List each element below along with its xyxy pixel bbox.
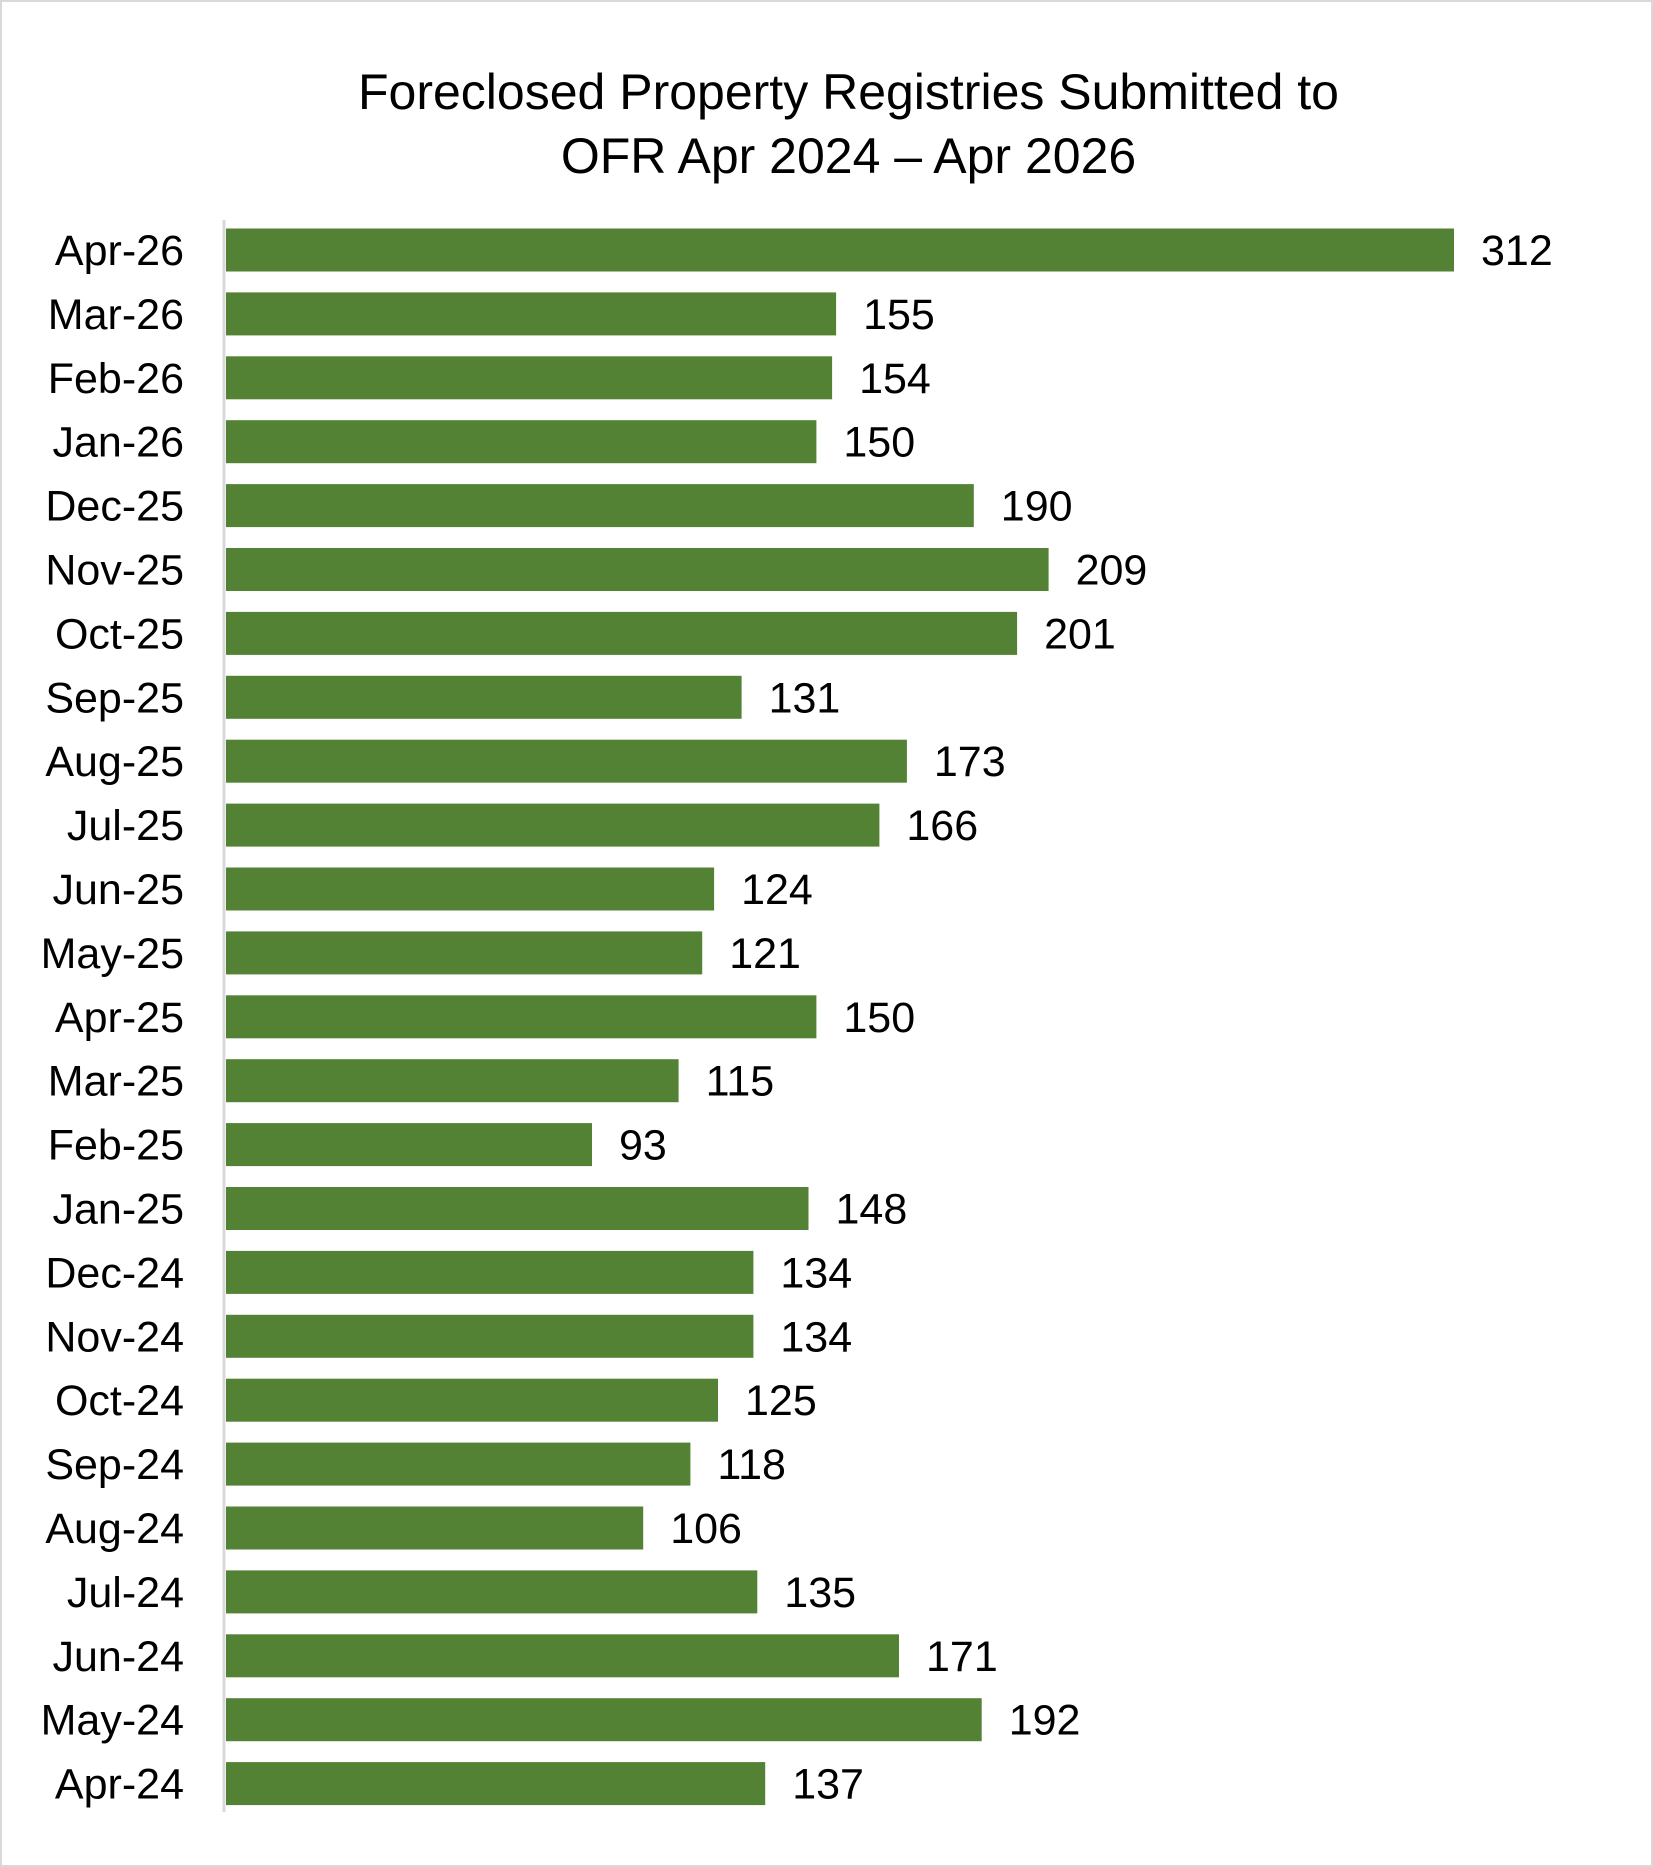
bar-dec-25 xyxy=(226,484,974,528)
data-label: 201 xyxy=(1044,610,1116,658)
data-label: 154 xyxy=(859,355,931,403)
bar-feb-26 xyxy=(226,356,833,400)
data-label: 209 xyxy=(1076,547,1148,595)
category-label: Jun-25 xyxy=(53,866,184,914)
category-label: Jan-26 xyxy=(53,419,184,467)
category-label: Nov-24 xyxy=(45,1313,184,1361)
data-label: 171 xyxy=(926,1633,998,1681)
category-label: Apr-26 xyxy=(55,227,184,275)
bar-may-24 xyxy=(226,1698,982,1742)
category-label: Feb-26 xyxy=(48,355,184,403)
category-label: Dec-24 xyxy=(45,1249,184,1297)
data-label: 134 xyxy=(780,1249,852,1297)
category-label: Oct-25 xyxy=(55,610,184,658)
data-label: 173 xyxy=(934,738,1006,786)
bar-jan-26 xyxy=(226,420,817,464)
data-label: 190 xyxy=(1001,483,1073,531)
category-label: Mar-26 xyxy=(48,291,184,339)
data-label: 312 xyxy=(1481,227,1553,275)
category-label: May-25 xyxy=(41,930,184,978)
bar-nov-24 xyxy=(226,1314,754,1358)
data-label: 150 xyxy=(843,994,915,1042)
data-label: 121 xyxy=(729,930,801,978)
bar-apr-24 xyxy=(226,1762,766,1806)
chart-title: Foreclosed Property Registries Submitted… xyxy=(2,60,1653,188)
category-label: Apr-24 xyxy=(55,1761,184,1809)
category-label: Sep-25 xyxy=(45,674,184,722)
category-label: May-24 xyxy=(41,1697,184,1745)
category-label: Jul-24 xyxy=(67,1569,184,1617)
bar-nov-25 xyxy=(226,548,1049,591)
bar-aug-24 xyxy=(226,1506,644,1550)
category-label: Mar-25 xyxy=(48,1058,184,1106)
category-label: Aug-25 xyxy=(45,738,184,786)
data-label: 118 xyxy=(717,1441,786,1489)
category-label: Apr-25 xyxy=(55,994,184,1042)
data-label: 166 xyxy=(906,802,978,850)
bar-jan-25 xyxy=(226,1187,809,1230)
category-label: Jun-24 xyxy=(53,1633,184,1681)
data-label: 150 xyxy=(843,419,915,467)
bar-aug-25 xyxy=(226,739,907,783)
data-label: 148 xyxy=(836,1186,908,1234)
bar-dec-24 xyxy=(226,1250,754,1294)
category-label: Nov-25 xyxy=(45,547,184,595)
category-label: Feb-25 xyxy=(48,1122,184,1170)
bar-jul-24 xyxy=(226,1570,758,1614)
data-label: 131 xyxy=(769,674,841,722)
bar-apr-25 xyxy=(226,995,817,1039)
data-label: 134 xyxy=(780,1313,852,1361)
bar-mar-26 xyxy=(226,292,837,336)
category-label: Sep-24 xyxy=(45,1441,184,1489)
bar-sep-25 xyxy=(226,675,742,719)
data-label: 155 xyxy=(863,291,935,339)
bar-apr-26 xyxy=(226,228,1454,272)
chart-title-line-2: OFR Apr 2024 – Apr 2026 xyxy=(560,128,1137,184)
bar-jun-25 xyxy=(226,867,715,911)
data-label: 115 xyxy=(706,1058,775,1106)
category-label: Oct-24 xyxy=(55,1377,184,1425)
chart-title-line-1: Foreclosed Property Registries Submitted… xyxy=(358,64,1339,120)
bar-jul-25 xyxy=(226,803,880,847)
category-label: Dec-25 xyxy=(45,483,184,531)
category-label: Aug-24 xyxy=(45,1505,184,1553)
data-label: 192 xyxy=(1009,1697,1081,1745)
bar-oct-25 xyxy=(226,611,1018,655)
data-label: 137 xyxy=(792,1761,864,1809)
bar-may-25 xyxy=(226,931,703,975)
data-label: 125 xyxy=(745,1377,817,1425)
bar-mar-25 xyxy=(226,1059,679,1103)
bar-sep-24 xyxy=(226,1442,691,1486)
data-label: 106 xyxy=(670,1505,742,1553)
bar-jun-24 xyxy=(226,1634,899,1678)
data-label: 124 xyxy=(741,866,813,914)
category-label: Jan-25 xyxy=(53,1186,184,1234)
bar-feb-25 xyxy=(226,1123,592,1167)
data-label: 93 xyxy=(619,1122,667,1170)
bar-oct-24 xyxy=(226,1378,718,1422)
data-label: 135 xyxy=(784,1569,856,1617)
category-label: Jul-25 xyxy=(67,802,184,850)
